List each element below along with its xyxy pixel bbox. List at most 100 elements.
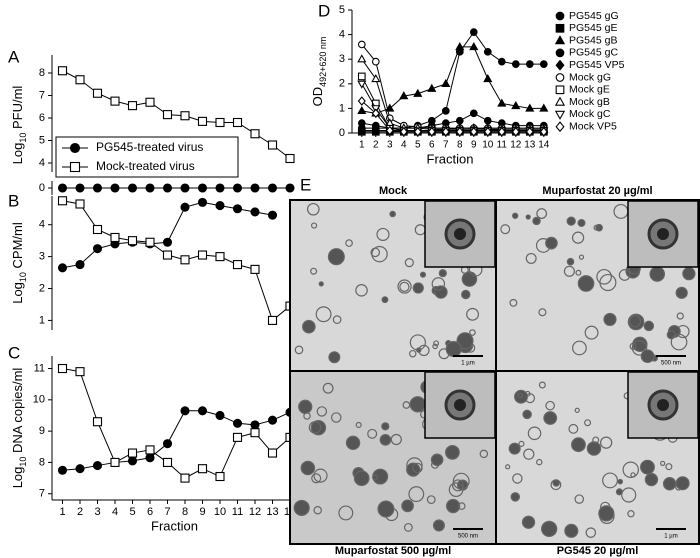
particle — [505, 464, 511, 470]
particle — [457, 502, 466, 510]
marker — [57, 66, 68, 76]
particle — [545, 236, 558, 250]
legend-label: PG545 gG — [569, 10, 619, 22]
marker — [145, 97, 155, 107]
marker — [232, 432, 243, 442]
marker — [399, 126, 408, 137]
marker — [469, 41, 479, 51]
marker — [110, 457, 120, 467]
panel-letter: D — [318, 1, 330, 20]
particle — [584, 419, 592, 427]
marker — [555, 85, 565, 95]
x-tick-label: 10 — [214, 506, 226, 518]
y-label-text: OD — [310, 87, 325, 107]
particle — [479, 449, 489, 459]
marker — [483, 73, 493, 83]
x-tick-label: 1 — [59, 506, 65, 518]
marker — [469, 126, 478, 137]
marker — [250, 420, 260, 430]
marker — [92, 88, 103, 98]
y-label-sub: 10 — [18, 457, 28, 467]
y-label-rest: CPM/ml — [10, 222, 25, 272]
particle — [566, 257, 575, 266]
marker — [497, 126, 506, 137]
marker — [92, 183, 103, 193]
particle — [536, 208, 548, 219]
marker — [215, 410, 225, 421]
particle — [586, 441, 602, 456]
marker — [250, 129, 260, 139]
particle — [389, 210, 396, 218]
marker — [127, 183, 138, 193]
particle — [631, 340, 648, 356]
particle — [381, 422, 390, 431]
particle — [603, 312, 617, 327]
marker — [75, 367, 85, 377]
particle — [448, 482, 464, 498]
marker — [413, 88, 423, 97]
marker — [57, 363, 68, 374]
particle — [596, 268, 612, 285]
particle — [433, 340, 440, 347]
particle — [438, 269, 447, 278]
particle — [682, 267, 696, 281]
particle — [322, 382, 334, 394]
particle — [302, 319, 316, 334]
particle — [627, 313, 645, 331]
particle — [584, 325, 599, 340]
y-label-text: Log — [10, 143, 25, 165]
particle — [445, 445, 460, 460]
x-tick-label: 9 — [471, 140, 477, 151]
marker — [539, 60, 548, 68]
marker — [197, 183, 208, 193]
legend-label: PG545 gE — [569, 22, 617, 34]
y-label-sub: 492+620 nm — [318, 37, 328, 87]
marker — [232, 260, 243, 270]
marker — [180, 202, 190, 212]
particle — [564, 523, 579, 538]
y-tick-label: 8 — [39, 456, 45, 468]
particle — [578, 254, 585, 260]
marker — [215, 117, 225, 128]
particle — [412, 282, 424, 294]
particle — [665, 463, 673, 471]
y-tick-label: 4 — [39, 219, 45, 231]
particle — [300, 460, 316, 476]
marker — [250, 264, 260, 274]
y-label-text: Log — [10, 282, 25, 304]
particle — [618, 269, 631, 281]
particle — [522, 409, 532, 420]
particle — [536, 458, 543, 466]
marker — [555, 48, 565, 58]
particle — [432, 343, 438, 350]
y-tick-label: 4 — [39, 157, 45, 169]
particle — [622, 461, 639, 479]
scale-label: 1 µm — [664, 534, 677, 540]
x-axis-label: Fraction — [427, 151, 474, 166]
x-tick-label: 3 — [387, 140, 393, 151]
particle — [508, 442, 521, 455]
marker — [267, 415, 278, 425]
marker — [371, 125, 380, 136]
marker — [110, 183, 120, 193]
particle — [408, 349, 417, 358]
marker — [267, 448, 278, 458]
y-axis-label: Log10 DNA copies/ml — [10, 368, 28, 489]
marker — [57, 183, 68, 193]
marker — [127, 236, 138, 246]
marker — [250, 207, 260, 217]
marker — [92, 244, 103, 254]
x-tick-label: 8 — [182, 506, 188, 518]
particle — [469, 329, 476, 336]
marker — [232, 204, 243, 214]
particle — [313, 468, 328, 483]
particle — [430, 453, 444, 467]
marker — [250, 183, 260, 193]
marker — [357, 54, 367, 63]
x-tick-label: 6 — [429, 140, 435, 151]
legend-label: PG545 gC — [569, 47, 618, 59]
particle — [512, 473, 523, 484]
marker — [399, 91, 409, 100]
marker — [497, 57, 506, 66]
inset-core — [657, 399, 669, 411]
